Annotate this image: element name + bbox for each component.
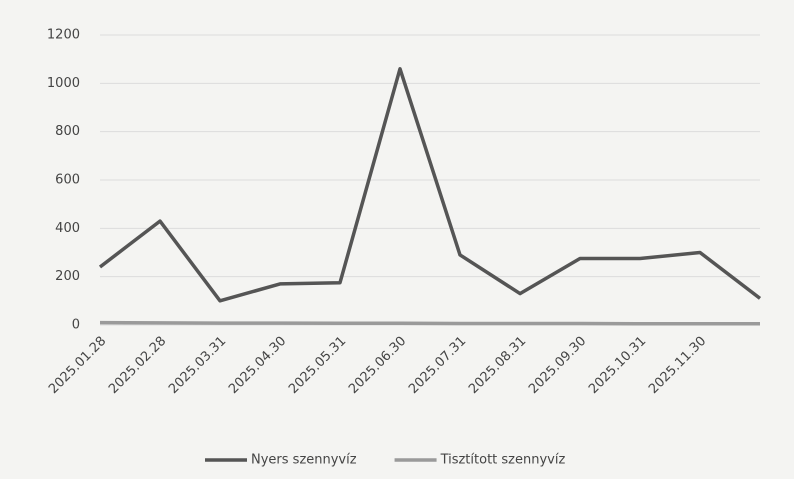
y-tick-label: 0: [72, 318, 80, 333]
y-tick-label: 1200: [47, 28, 80, 43]
y-tick-label: 800: [55, 124, 80, 139]
legend-label: Tisztított szennyvíz: [440, 453, 566, 468]
y-tick-label: 1000: [47, 76, 80, 91]
line-series: [98, 67, 762, 303]
y-tick-label: 600: [55, 173, 80, 188]
line-series: [99, 320, 760, 326]
y-tick-label: 400: [55, 221, 80, 236]
y-tick-label: 200: [55, 269, 80, 284]
legend-label: Nyers szennyvíz: [251, 453, 357, 468]
